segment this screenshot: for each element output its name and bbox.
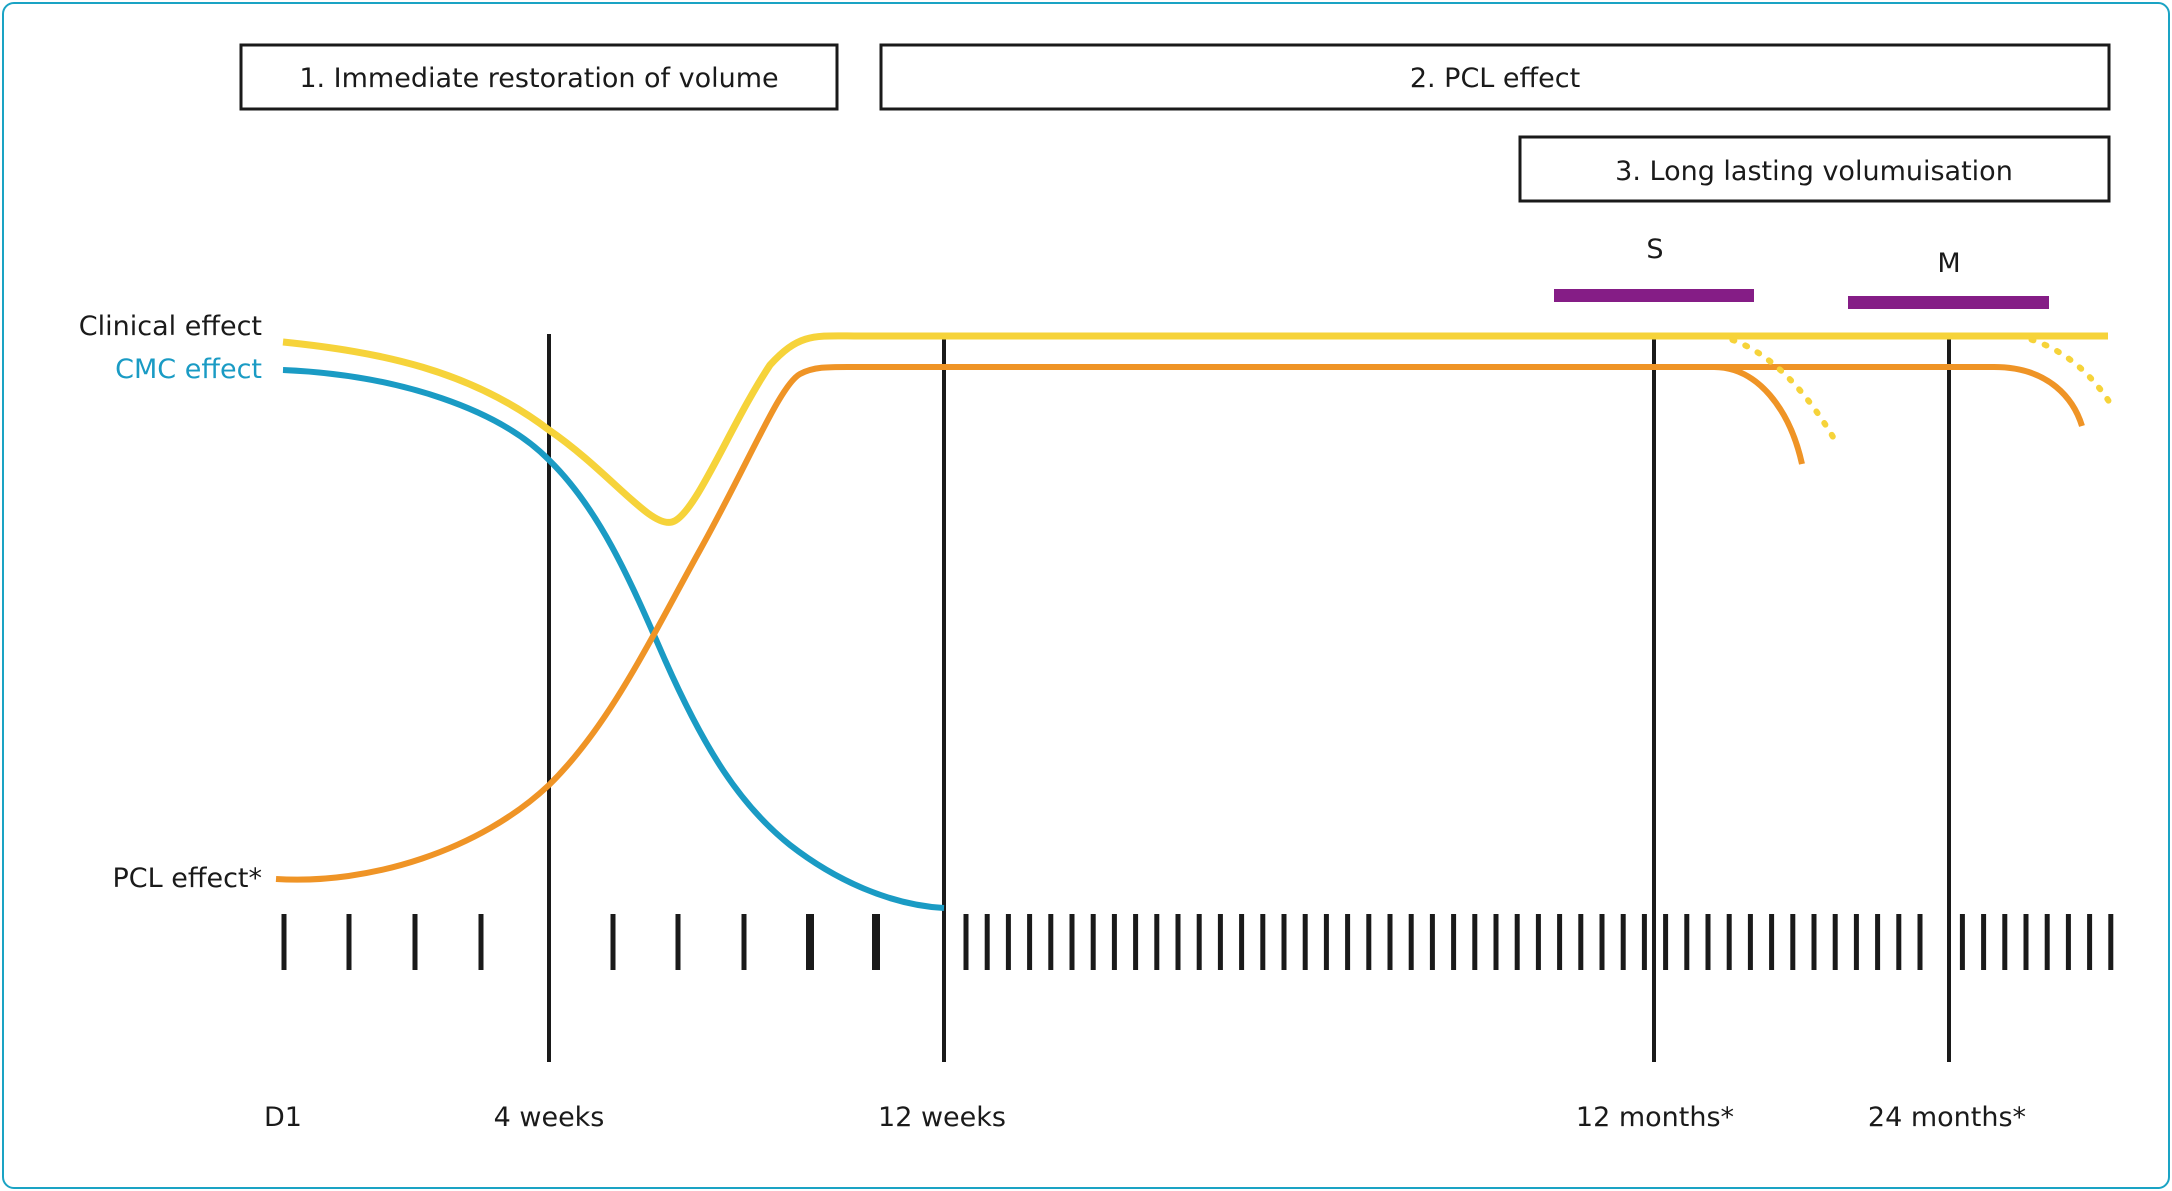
clinical-effect-curve [282,332,2108,526]
phase-box-2: 2. PCL effect [879,43,2111,111]
tick-marks [281,914,2114,970]
phase-3-label: 3. Long lasting volumuisation [1615,156,2013,187]
pcl-effect-curve-24-months [1714,364,2085,427]
time-label-12-weeks: 12 weeks [878,1102,1006,1133]
pcl-effect-curve [275,363,1805,883]
time-label-4-weeks: 4 weeks [494,1102,605,1133]
cmc-effect-label: CMC effect [115,354,262,385]
phase-1-label: 1. Immediate restoration of volume [299,63,778,94]
phase-2-label: 2. PCL effect [1410,63,1580,94]
marker-s-bar [1554,289,1754,302]
time-label-24-months: 24 months* [1868,1102,2026,1133]
clinical-effect-decline-24-months [2015,333,2113,406]
phase-box-1: 1. Immediate restoration of volume [239,43,839,111]
time-label-12-months: 12 months* [1576,1102,1734,1133]
pcl-effect-label: PCL effect* [112,863,262,894]
time-label-d1: D1 [264,1102,302,1133]
marker-m-bar [1848,296,2049,309]
marker-s-label: S [1646,234,1663,265]
phase-box-3: 3. Long lasting volumuisation [1518,135,2111,203]
clinical-effect-decline-12-months [1716,333,1839,445]
marker-m-label: M [1937,248,1960,279]
clinical-effect-label: Clinical effect [79,311,262,342]
cmc-effect-curve [282,367,945,911]
